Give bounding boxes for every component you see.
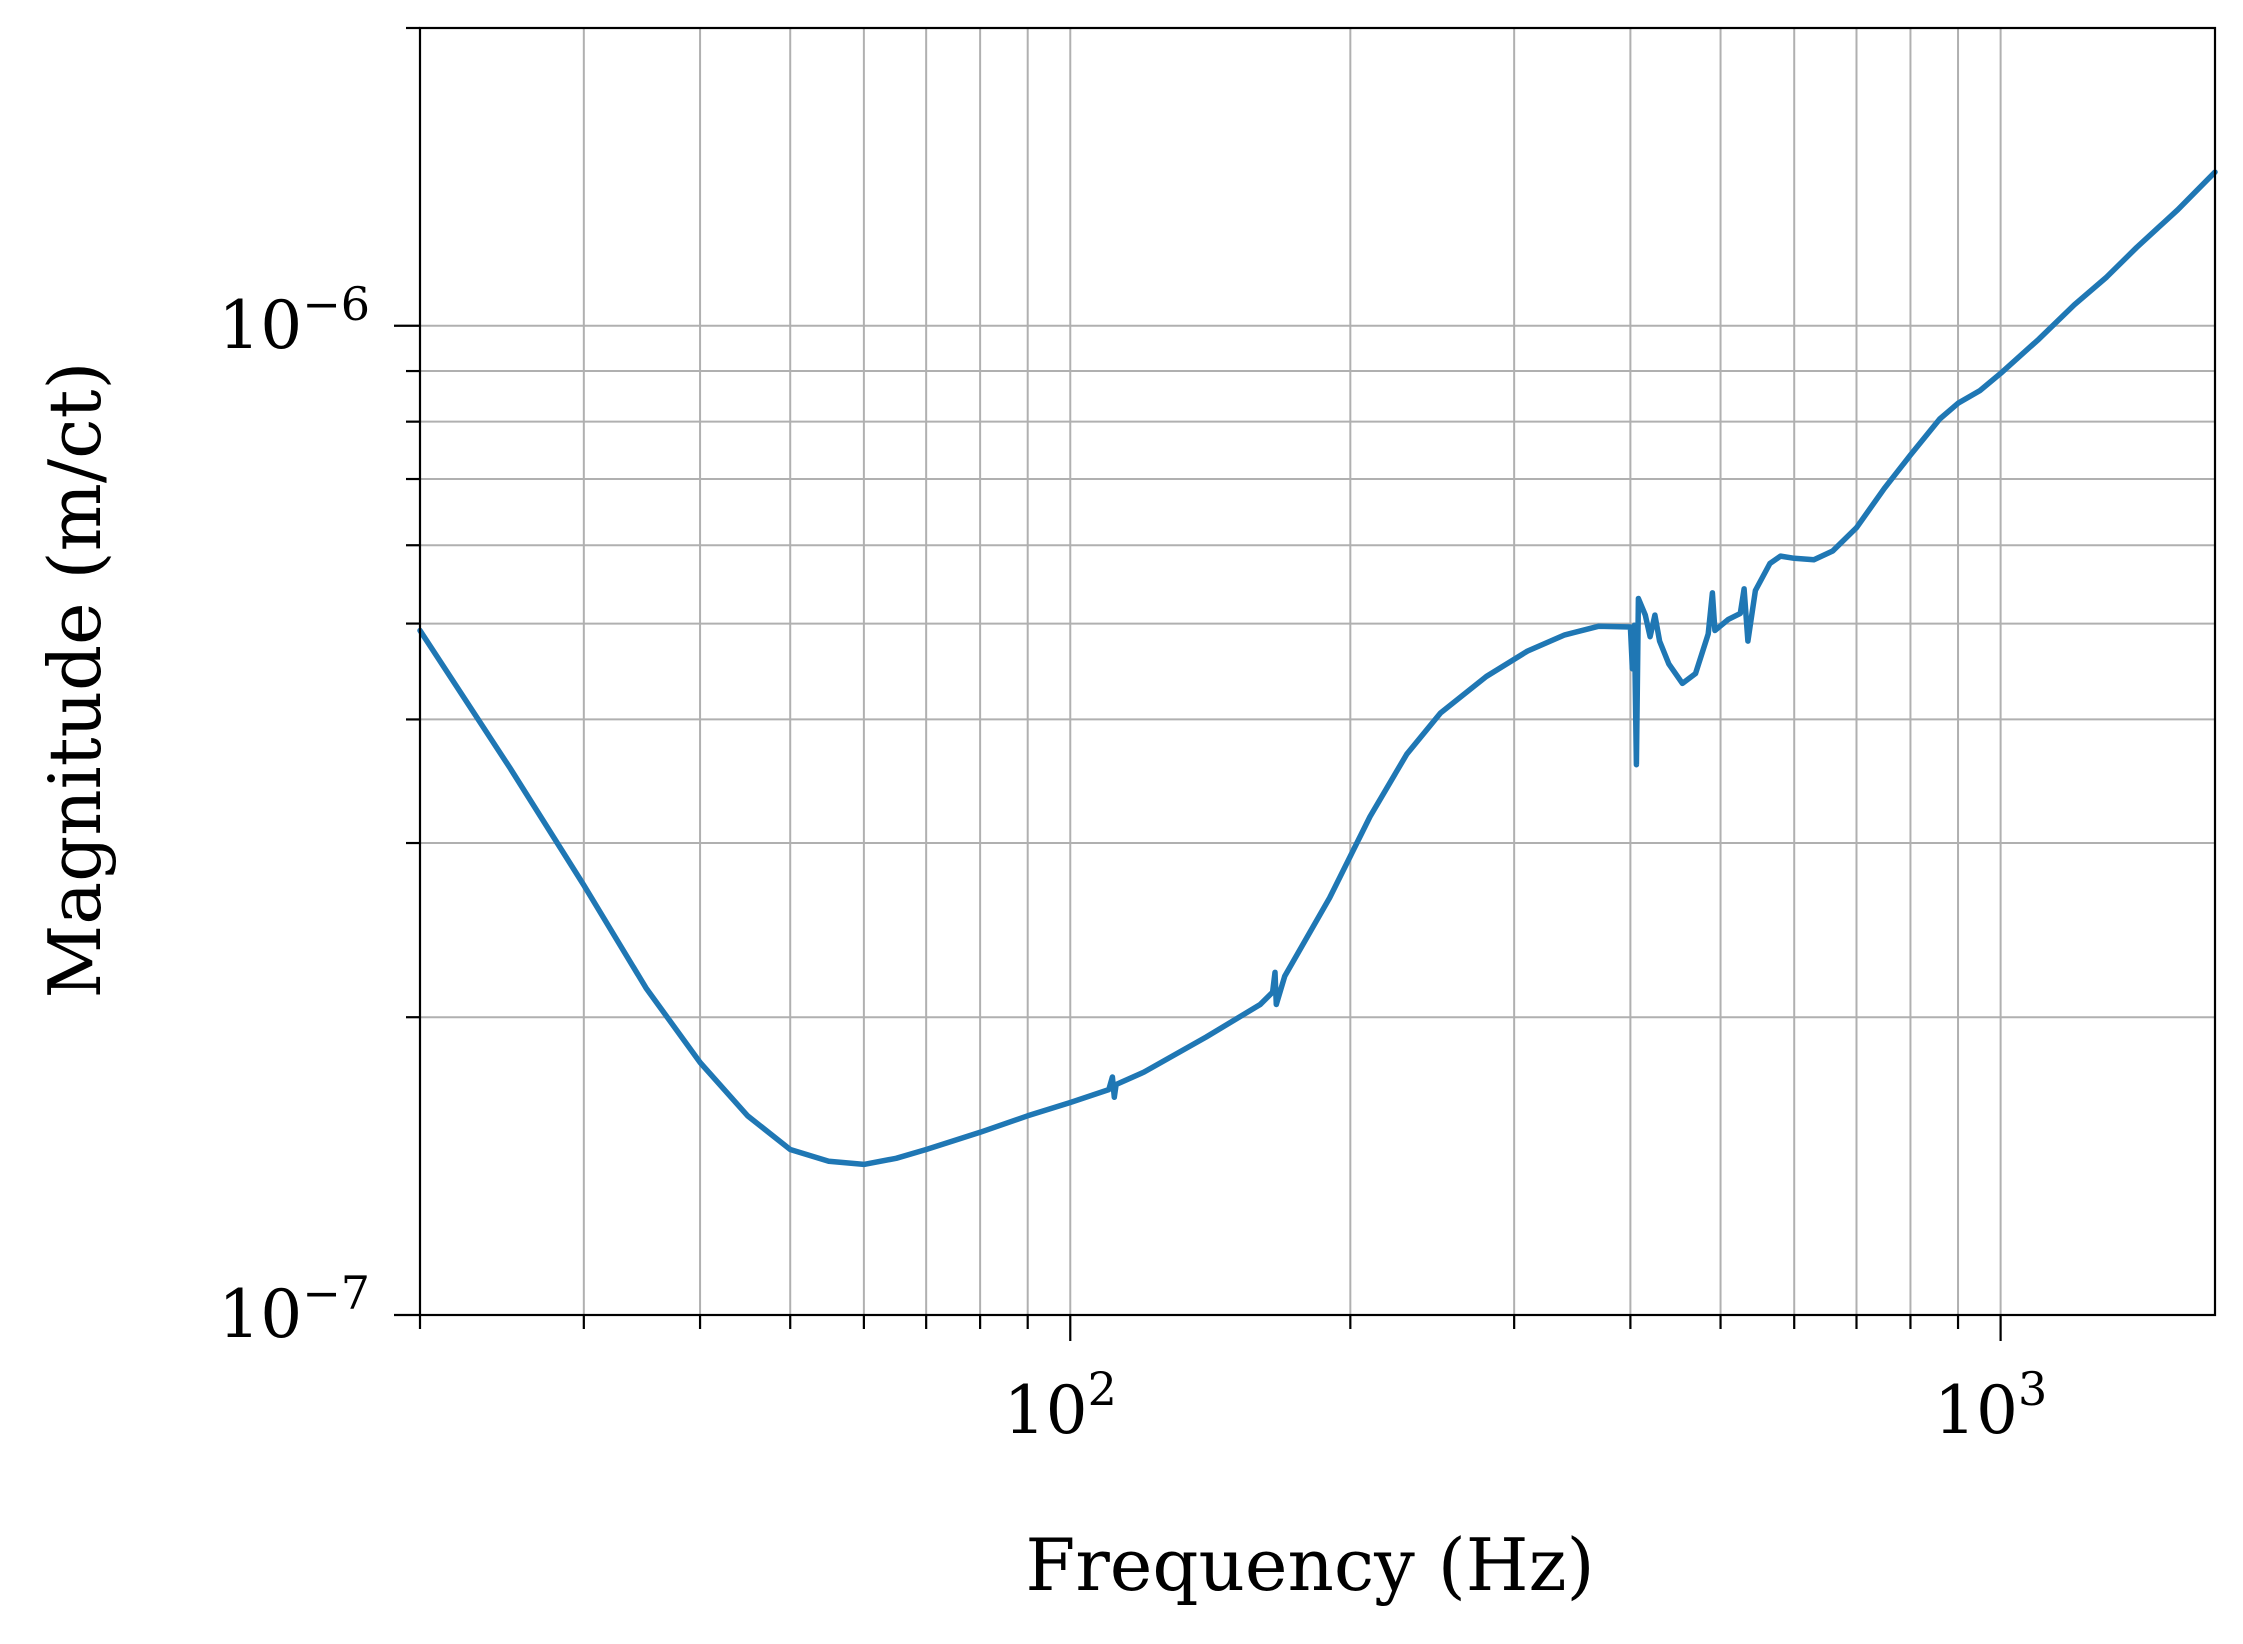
y-tick-label: 10−6: [218, 277, 370, 364]
x-tick-label: 102: [1004, 1362, 1117, 1449]
tick-labels: 102 103 10−7 10−6: [218, 277, 2047, 1449]
series-line-0: [417, 169, 2218, 1168]
plot-frame: [418, 26, 2217, 1317]
grid: [419, 27, 2215, 1316]
x-tick-label: 103: [1934, 1362, 2047, 1449]
series-layer: [417, 169, 2218, 1168]
ticks: [394, 26, 2002, 1341]
x-axis-label: Frequency (Hz): [1025, 1523, 1594, 1607]
y-tick-label: 10−7: [218, 1266, 370, 1353]
y-axis-label: Magnitude (m/ct): [33, 362, 117, 999]
